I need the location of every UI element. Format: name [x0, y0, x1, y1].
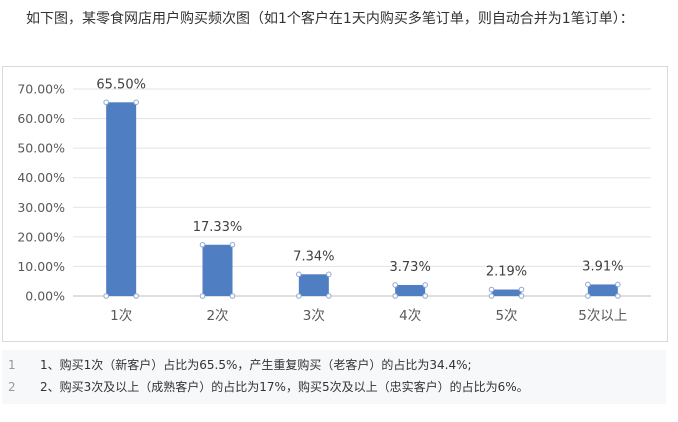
bar	[106, 102, 137, 296]
bar	[395, 284, 426, 296]
data-label: 3.73%	[390, 260, 431, 275]
y-tick-label: 20.00%	[17, 229, 65, 244]
bar	[202, 244, 233, 296]
chart-svg: 0.00% 10.00% 20.00% 30.00% 40.00% 50.00% 60.00…	[17, 77, 651, 324]
y-tick-label: 70.00%	[17, 82, 65, 97]
bar-handle	[488, 293, 495, 299]
bar-handle	[296, 293, 302, 299]
x-tick-label: 5次以上	[578, 308, 627, 324]
bar-handle	[392, 282, 398, 288]
intro-paragraph: 如下图，某零食网店用户购买频次图（如1个客户在1天内购买多笔订单，则自动合并为1…	[26, 11, 634, 27]
x-tick-label: 3次	[303, 308, 325, 324]
bar-handle	[518, 286, 525, 293]
code-line-text: 2、购买3次及以上（成熟客户）的占比为17%，购买5次及以上（忠实客户）的占比为…	[40, 380, 529, 394]
bar	[491, 289, 522, 296]
bar-handle	[199, 293, 206, 299]
y-tick-label: 40.00%	[17, 170, 65, 185]
bar-handle	[133, 293, 139, 299]
bar-handle	[326, 293, 332, 299]
code-line-text: 1、购买1次（新客户）占比为65.5%，产生重复购买（老客户）的占比为34.4%…	[40, 358, 472, 372]
x-tick-label: 5次	[495, 308, 517, 324]
bar	[298, 274, 329, 296]
x-tick-label: 1次	[110, 308, 132, 324]
bar-handle	[518, 293, 525, 299]
bar-handle	[103, 99, 109, 106]
bar-handle	[392, 293, 398, 299]
bar-handle	[422, 282, 428, 288]
y-tick-label: 10.00%	[17, 259, 65, 274]
code-block: 1 1、购买1次（新客户）占比为65.5%，产生重复购买（老客户）的占比为34.…	[2, 350, 666, 404]
line-number: 1	[8, 358, 16, 372]
data-label: 2.19%	[486, 265, 527, 280]
y-tick-label: 60.00%	[17, 111, 65, 126]
bar-handle	[326, 271, 332, 278]
bar	[587, 284, 618, 296]
bar-chart: 0.00% 10.00% 20.00% 30.00% 40.00% 50.00% 60.00…	[2, 66, 668, 342]
y-tick-label: 0.00%	[25, 289, 65, 304]
x-tick-label: 4次	[399, 308, 421, 324]
data-label: 65.50%	[96, 77, 146, 92]
y-tick-label: 30.00%	[17, 200, 65, 215]
bar-handle	[585, 293, 591, 299]
data-label: 3.91%	[582, 259, 623, 274]
bar-handle	[296, 271, 302, 278]
data-label: 17.33%	[193, 220, 243, 235]
bar-handle	[133, 99, 139, 106]
y-tick-label: 50.00%	[17, 141, 65, 156]
bar-handle	[488, 286, 495, 293]
bar-handle	[199, 241, 206, 248]
bar-handle	[422, 293, 428, 299]
data-label: 7.34%	[293, 249, 334, 264]
line-number: 2	[8, 380, 16, 394]
bar-handle	[229, 241, 236, 248]
bar-handle	[103, 293, 109, 299]
bar-handle	[229, 293, 236, 299]
x-tick-label: 2次	[206, 308, 228, 324]
bar-handle	[585, 281, 591, 288]
bar-handle	[615, 293, 621, 299]
bar-handle	[615, 281, 621, 288]
